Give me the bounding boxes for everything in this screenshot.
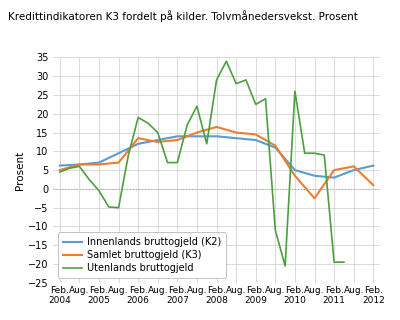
Utenlands bruttogjeld <box>253 102 258 106</box>
Utenlands bruttogjeld <box>342 260 346 264</box>
Samlet bruttogjeld (K3) <box>351 164 356 168</box>
Innenlands bruttogjeld (K2) <box>234 136 238 140</box>
Utenlands bruttogjeld <box>302 151 307 155</box>
Innenlands bruttogjeld (K2) <box>253 138 258 142</box>
Line: Innenlands bruttogjeld (K2): Innenlands bruttogjeld (K2) <box>60 136 373 178</box>
Utenlands bruttogjeld <box>244 78 248 82</box>
Samlet bruttogjeld (K3) <box>214 125 219 129</box>
Utenlands bruttogjeld <box>273 228 278 232</box>
Utenlands bruttogjeld <box>224 59 229 63</box>
Utenlands bruttogjeld <box>116 206 121 210</box>
Line: Utenlands bruttogjeld: Utenlands bruttogjeld <box>60 61 344 266</box>
Utenlands bruttogjeld <box>106 205 111 209</box>
Utenlands bruttogjeld <box>263 97 268 101</box>
Samlet bruttogjeld (K3) <box>253 132 258 136</box>
Samlet bruttogjeld (K3) <box>312 196 317 200</box>
Samlet bruttogjeld (K3) <box>96 163 101 166</box>
Innenlands bruttogjeld (K2) <box>371 164 376 168</box>
Innenlands bruttogjeld (K2) <box>214 134 219 138</box>
Samlet bruttogjeld (K3) <box>194 131 199 134</box>
Samlet bruttogjeld (K3) <box>273 144 278 148</box>
Innenlands bruttogjeld (K2) <box>116 151 121 155</box>
Y-axis label: Prosent: Prosent <box>15 150 25 190</box>
Utenlands bruttogjeld <box>204 142 209 146</box>
Utenlands bruttogjeld <box>332 260 336 264</box>
Samlet bruttogjeld (K3) <box>155 140 160 144</box>
Utenlands bruttogjeld <box>155 131 160 134</box>
Innenlands bruttogjeld (K2) <box>136 142 140 146</box>
Innenlands bruttogjeld (K2) <box>273 146 278 149</box>
Utenlands bruttogjeld <box>57 170 62 174</box>
Samlet bruttogjeld (K3) <box>332 168 336 172</box>
Innenlands bruttogjeld (K2) <box>292 168 297 172</box>
Innenlands bruttogjeld (K2) <box>77 163 82 166</box>
Legend: Innenlands bruttogjeld (K2), Samlet bruttogjeld (K3), Utenlands bruttogjeld: Innenlands bruttogjeld (K2), Samlet brut… <box>58 232 226 278</box>
Line: Samlet bruttogjeld (K3): Samlet bruttogjeld (K3) <box>60 127 373 198</box>
Innenlands bruttogjeld (K2) <box>175 134 180 138</box>
Innenlands bruttogjeld (K2) <box>155 138 160 142</box>
Utenlands bruttogjeld <box>126 153 131 157</box>
Innenlands bruttogjeld (K2) <box>312 174 317 178</box>
Utenlands bruttogjeld <box>214 78 219 82</box>
Samlet bruttogjeld (K3) <box>57 168 62 172</box>
Samlet bruttogjeld (K3) <box>77 163 82 166</box>
Utenlands bruttogjeld <box>185 123 190 127</box>
Utenlands bruttogjeld <box>146 121 150 125</box>
Utenlands bruttogjeld <box>165 161 170 164</box>
Text: Kredittindikatoren K3 fordelt på kilder. Tolvmånedersvekst. Prosent: Kredittindikatoren K3 fordelt på kilder.… <box>8 10 358 21</box>
Utenlands bruttogjeld <box>87 178 92 181</box>
Samlet bruttogjeld (K3) <box>234 131 238 134</box>
Samlet bruttogjeld (K3) <box>175 138 180 142</box>
Utenlands bruttogjeld <box>136 116 140 119</box>
Samlet bruttogjeld (K3) <box>116 161 121 164</box>
Innenlands bruttogjeld (K2) <box>96 161 101 164</box>
Utenlands bruttogjeld <box>67 166 72 170</box>
Utenlands bruttogjeld <box>312 151 317 155</box>
Utenlands bruttogjeld <box>96 189 101 193</box>
Samlet bruttogjeld (K3) <box>292 174 297 178</box>
Innenlands bruttogjeld (K2) <box>351 168 356 172</box>
Samlet bruttogjeld (K3) <box>371 183 376 187</box>
Utenlands bruttogjeld <box>322 153 327 157</box>
Utenlands bruttogjeld <box>175 161 180 164</box>
Utenlands bruttogjeld <box>234 82 238 86</box>
Utenlands bruttogjeld <box>283 264 288 268</box>
Innenlands bruttogjeld (K2) <box>194 134 199 138</box>
Innenlands bruttogjeld (K2) <box>332 176 336 180</box>
Innenlands bruttogjeld (K2) <box>57 164 62 168</box>
Utenlands bruttogjeld <box>292 89 297 93</box>
Samlet bruttogjeld (K3) <box>136 136 140 140</box>
Utenlands bruttogjeld <box>194 104 199 108</box>
Utenlands bruttogjeld <box>77 164 82 168</box>
